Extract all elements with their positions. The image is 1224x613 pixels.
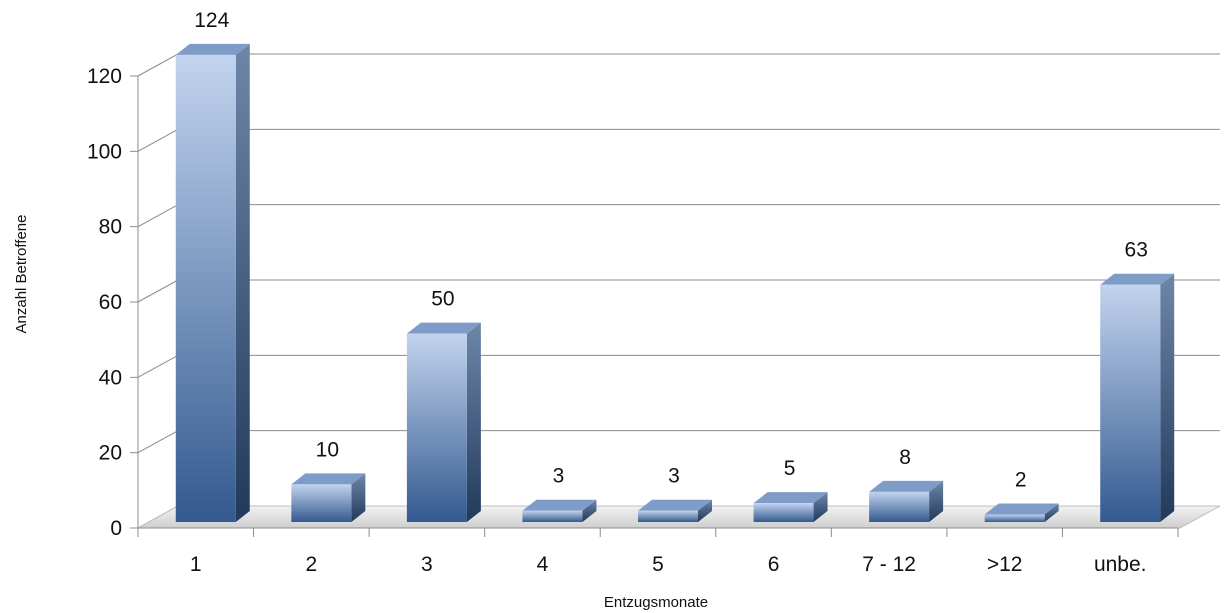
x-tick-label: 1 [190,553,202,576]
bar-front [406,333,467,522]
bar-top [638,499,712,511]
plot-back-wall [137,53,1220,529]
bar [291,473,366,522]
x-axis: 1 2 3 4 5 6 7 - 12 >12 unbe. [137,527,1179,576]
bar-front [1100,284,1161,522]
data-label: 5 [784,457,796,480]
gridline-diagonal [137,279,179,303]
x-tick-label: unbe. [1094,553,1147,576]
bar-side [582,499,597,522]
bar [869,480,944,522]
gridline-diagonal [137,354,179,378]
data-label: 3 [668,465,680,488]
bar [175,43,250,522]
y-axis: 0 20 40 60 80 100 120 [87,65,139,540]
bar-top [984,503,1059,515]
bar-top [753,492,828,504]
y-tick-label: 120 [87,65,122,88]
bar-front [984,514,1045,522]
bar-side [235,43,250,522]
bar-front [175,54,236,522]
data-labels: 124 10 50 3 3 5 8 2 63 [194,9,1148,492]
bar [522,499,597,522]
bar-side [1044,503,1059,522]
bar-side [929,480,944,522]
bars [175,43,1175,522]
bar-front [753,503,814,522]
bar-side [1160,273,1175,522]
y-axis-title: Anzahl Betroffene [13,215,30,334]
bar [406,322,481,522]
x-tick-label: 3 [421,553,433,576]
bar-front [869,491,930,522]
data-label: 50 [431,288,454,311]
y-tick-label: 20 [99,442,122,465]
y-tick-label: 80 [99,216,122,239]
x-tick-label: 5 [652,553,664,576]
gridline-diagonal [137,430,179,454]
bar-top [869,480,944,492]
data-label: 63 [1125,239,1148,262]
bar [984,503,1059,522]
gridline-diagonal [137,53,179,77]
x-tick-label: 2 [305,553,317,576]
bar-side [466,322,481,522]
x-tick-label: 6 [768,553,780,576]
bar-side [698,499,712,522]
data-label: 10 [316,438,339,461]
data-label: 2 [1015,468,1027,491]
gridline-diagonal [137,128,179,152]
bar-top [1100,273,1175,285]
x-axis-title: Entzugsmonate [604,594,708,611]
bar-top [406,322,481,334]
data-label: 124 [194,9,229,32]
x-tick-label: 4 [537,553,549,576]
y-tick-label: 60 [99,291,122,314]
y-tick-label: 0 [110,517,122,540]
data-label: 3 [553,465,565,488]
bar [638,499,712,522]
gridline-diagonal [137,204,179,228]
bar-side [351,473,366,522]
bar [753,492,828,522]
bar [1100,273,1175,522]
bar-front [291,484,352,522]
y-tick-label: 40 [99,366,122,389]
x-tick-label: >12 [987,553,1023,576]
bar-front [522,510,583,522]
bar-top [291,473,366,485]
data-label: 8 [899,446,911,469]
bar-top [175,43,250,55]
x-tick-label: 7 - 12 [862,553,916,576]
bar-front [638,510,698,522]
y-tick-label: 100 [87,140,122,163]
bar-top [522,499,597,511]
bar-side [813,492,828,522]
